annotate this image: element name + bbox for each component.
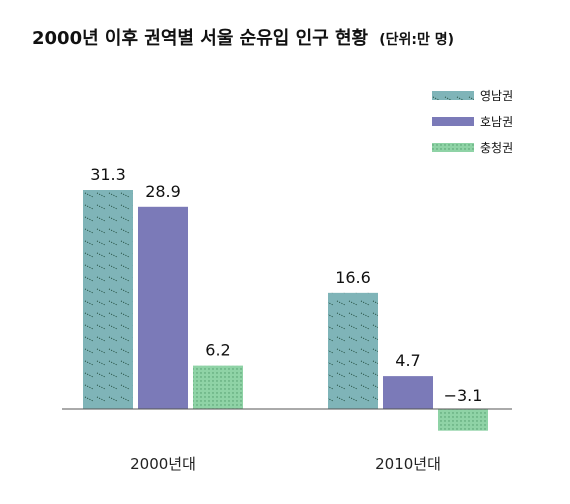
value-label-series0-cat0: 31.3 bbox=[90, 165, 126, 184]
bars bbox=[83, 190, 488, 431]
value-label-series2-cat0: 6.2 bbox=[205, 341, 230, 360]
chart-unit-note: (단위:만 명) bbox=[379, 31, 454, 48]
bar-series0-cat0 bbox=[83, 190, 133, 409]
chart-title-text: 2000년 이후 권역별 서울 순유입 인구 현황 bbox=[32, 27, 369, 49]
bar-series2-cat1 bbox=[438, 409, 488, 431]
value-label-series1-cat0: 28.9 bbox=[145, 182, 181, 201]
category-label-0: 2000년대 bbox=[130, 455, 196, 473]
bar-series0-cat1 bbox=[328, 292, 378, 409]
legend-swatch-2 bbox=[432, 143, 474, 152]
value-labels: 31.3 28.9 6.2 16.6 4.7 −3.1 bbox=[90, 165, 482, 405]
bar-series1-cat0 bbox=[138, 206, 188, 409]
legend-label-0: 영남권 bbox=[480, 89, 513, 103]
bar-series2-cat0 bbox=[193, 365, 243, 409]
value-label-series0-cat1: 16.6 bbox=[335, 268, 371, 287]
value-label-series2-cat1: −3.1 bbox=[444, 386, 483, 405]
category-label-1: 2010년대 bbox=[375, 455, 441, 473]
legend-swatch-0 bbox=[432, 91, 474, 100]
chart-title: 2000년 이후 권역별 서울 순유입 인구 현황 (단위:만 명) bbox=[32, 27, 454, 49]
legend-label-2: 충청권 bbox=[480, 141, 513, 155]
svg-text:2000년 이후 권역별 서울 순유입 인구 현황: 2000년 이후 권역별 서울 순유입 인구 현황 (단위:만 명) bbox=[32, 27, 454, 49]
bar-series1-cat1 bbox=[383, 376, 433, 409]
value-label-series1-cat1: 4.7 bbox=[395, 351, 420, 370]
legend-swatch-1 bbox=[432, 117, 474, 126]
category-labels: 2000년대 2010년대 bbox=[130, 455, 441, 473]
legend-label-1: 호남권 bbox=[480, 115, 513, 129]
